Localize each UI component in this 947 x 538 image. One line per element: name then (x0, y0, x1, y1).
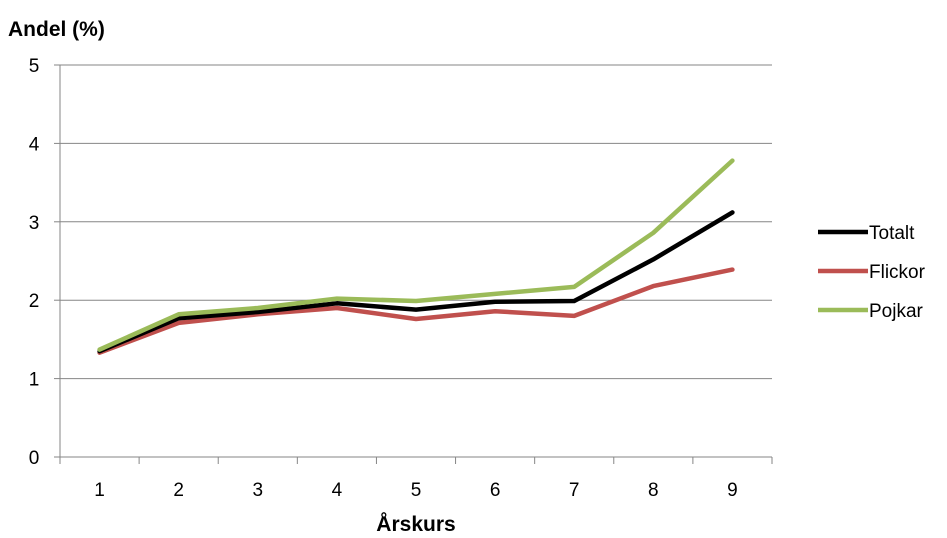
x-tick-labels: 1 2 3 4 5 6 7 8 9 (94, 480, 737, 501)
x-tick-label: 3 (252, 480, 263, 501)
series-line-totalt (97, 210, 735, 354)
y-axis-title: Andel (%) (8, 18, 105, 41)
y-tick-labels: 0 1 2 3 4 5 (29, 56, 40, 469)
axes (54, 64, 773, 464)
x-tick-label: 4 (332, 480, 343, 501)
legend-label-totalt: Totalt (869, 223, 915, 244)
x-tick-label: 7 (569, 480, 580, 501)
series-line-pojkar (97, 158, 735, 352)
legend-label-flickor: Flickor (869, 262, 926, 283)
legend-label-pojkar: Pojkar (869, 301, 924, 322)
gridlines (60, 64, 772, 380)
x-axis-title: Årskurs (376, 512, 455, 536)
series-lines (97, 158, 735, 355)
x-tick-label: 9 (727, 480, 738, 501)
y-tick-label: 3 (29, 213, 40, 234)
x-tick-label: 1 (94, 480, 105, 501)
y-tick-label: 5 (29, 56, 40, 77)
x-tick-label: 5 (411, 480, 422, 501)
y-tick-label: 4 (29, 134, 40, 155)
y-tick-label: 1 (29, 370, 40, 391)
x-tick-label: 2 (173, 480, 184, 501)
y-tick-label: 2 (29, 291, 40, 312)
series-line-flickor (97, 267, 735, 355)
x-tick-label: 8 (648, 480, 659, 501)
x-tick-label: 6 (490, 480, 501, 501)
y-tick-label: 0 (29, 448, 40, 469)
legend: Totalt Flickor Pojkar (818, 223, 926, 322)
